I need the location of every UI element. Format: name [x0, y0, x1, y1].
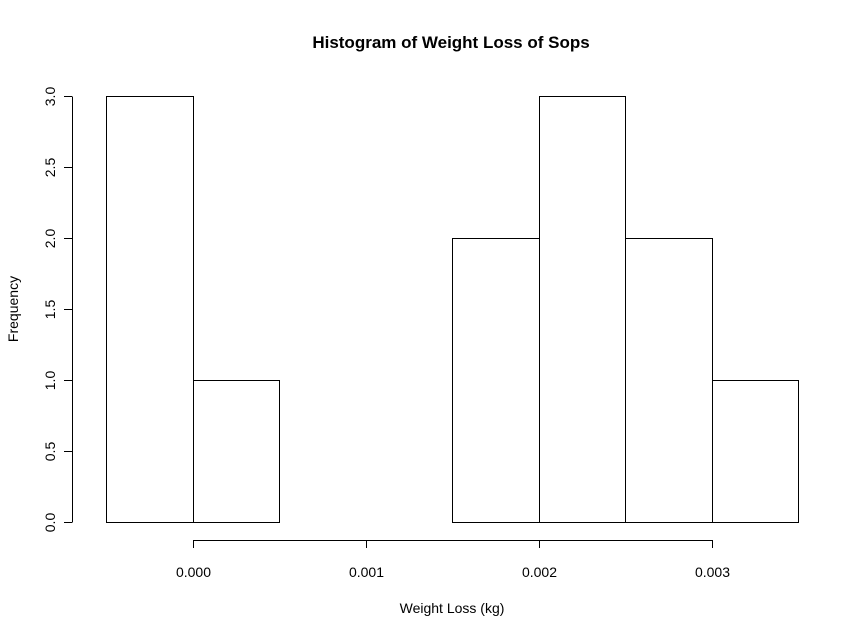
histogram-bar-6 [625, 238, 713, 523]
x-axis: 0.000 0.001 0.002 0.003 [176, 540, 730, 580]
histogram-bar-1 [193, 380, 280, 523]
histogram-bar-5 [539, 96, 626, 523]
y-tick-label-3: 1.5 [42, 300, 58, 320]
y-tick-label-4: 2.0 [42, 229, 58, 249]
y-tick-label-1: 0.5 [42, 442, 58, 462]
y-tick-label-2: 1.0 [42, 371, 58, 391]
bars-group [106, 96, 799, 523]
x-tick-label-1: 0.001 [349, 564, 384, 580]
histogram-bar-7 [712, 380, 799, 523]
x-tick-label-2: 0.002 [522, 564, 557, 580]
y-tick-label-5: 2.5 [42, 158, 58, 178]
y-axis-label: Frequency [5, 276, 21, 342]
chart-title: Histogram of Weight Loss of Sops [312, 33, 589, 52]
y-tick-label-6: 3.0 [42, 87, 58, 107]
histogram-bar-4 [452, 238, 540, 523]
x-tick-label-0: 0.000 [176, 564, 211, 580]
y-axis: 0.0 0.5 1.0 1.5 2.0 2.5 3.0 [42, 87, 73, 533]
y-tick-label-0: 0.0 [42, 513, 58, 533]
histogram-bar-0 [106, 96, 194, 523]
x-axis-label: Weight Loss (kg) [400, 600, 505, 616]
x-tick-label-3: 0.003 [695, 564, 730, 580]
